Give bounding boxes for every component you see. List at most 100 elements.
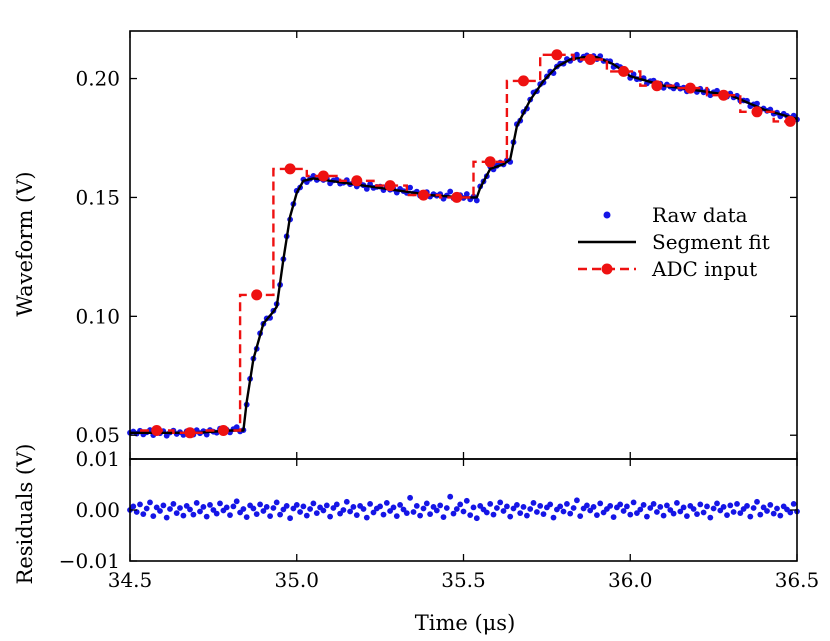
residual-point [310,500,317,507]
raw-data-point [473,197,480,204]
main-y-tick-label: 0.10 [75,304,120,328]
residual-point [447,493,454,500]
residual-point [654,509,660,515]
adc-input-point [651,80,663,92]
residual-point [180,512,187,519]
residual-point [610,514,617,520]
legend-adc-input-marker [601,263,613,275]
residual-point [340,507,347,513]
residual-point [383,500,390,506]
residual-point [507,513,514,520]
x-tick-label: 34.5 [108,568,153,592]
residual-point [187,506,193,513]
x-tick-label: 35.0 [274,568,319,592]
residual-point [303,512,310,519]
residual-point [634,510,640,516]
raw-data-point [447,188,454,195]
residual-point [630,499,637,506]
residual-point [760,504,767,511]
residual-point [720,504,727,510]
adc-input-point [384,180,396,192]
residual-point [410,509,417,515]
residual-point [363,514,370,521]
residual-point [450,510,457,517]
residual-point [233,498,240,505]
residual-point [534,509,540,515]
residual-point [524,512,530,519]
residual-point [350,504,357,510]
x-tick-label: 35.5 [441,568,486,592]
residual-point [637,506,644,513]
residual-point [203,513,210,520]
residual-point [287,515,293,522]
residual-point [714,500,720,507]
residual-point [250,505,257,512]
residual-point [497,499,504,506]
residual-point [470,504,477,511]
residual-point [730,509,737,515]
residual-point [413,503,420,509]
residual-point [387,508,393,514]
residual-point [657,504,664,510]
residual-point [690,506,697,512]
residual-point [724,512,730,518]
residual-point [764,508,770,514]
residual-point [574,497,580,504]
main-y-tick-label: 0.05 [75,423,120,447]
residual-point [283,503,290,509]
residual-point [273,499,280,506]
residual-point [483,509,490,516]
adc-input-point [551,49,563,61]
residual-point [290,505,297,512]
residual-point [297,509,303,515]
residual-point [343,498,350,505]
residual-point [617,501,624,508]
main-plot-panel: 0.05 0.10 0.15 0.20 [75,30,800,460]
residual-point [207,502,213,508]
residual-point [750,505,757,511]
residual-point [564,501,570,507]
residual-point [770,510,777,517]
x-tick-label: 36.5 [775,568,820,592]
residual-point [530,500,537,506]
residual-point [487,501,494,507]
residual-point [393,513,400,519]
adc-input-point [317,170,329,182]
residual-point [607,503,614,509]
legend-raw-data-label: Raw data [652,203,748,227]
residual-point [570,505,577,511]
residual-point [624,503,630,510]
adc-input-point [184,427,196,439]
x-tick-label: 36.0 [608,568,653,592]
residual-point [650,501,657,507]
adc-input-point [684,82,696,94]
main-y-axis-label: Waveform (V) [13,171,37,316]
adc-input-point [284,163,296,175]
residual-point [167,506,173,512]
residual-point [453,506,460,512]
residual-point [300,503,307,510]
residual-point [620,508,627,514]
residual-point [547,501,554,508]
residual-point [397,502,403,508]
residual-point [403,510,410,516]
residual-point [494,505,500,511]
residual-point [677,508,684,515]
residual-point [710,505,717,512]
residual-point [644,513,650,520]
residual-point [253,511,260,517]
adc-input-point [451,191,463,203]
residual-point [170,501,177,507]
residual-point [150,513,157,519]
residual-point [213,510,220,517]
residual-point [597,500,604,507]
residual-point [390,504,397,511]
residual-point [277,511,283,518]
residual-point [333,501,340,508]
adc-input-point [151,425,163,436]
residual-point [517,510,524,516]
residuals-plot-panel: −0.01 0.00 0.01 34.5 35.0 35.5 36.0 36.5 [59,447,820,592]
residual-point [577,513,584,519]
residual-point [440,514,447,520]
